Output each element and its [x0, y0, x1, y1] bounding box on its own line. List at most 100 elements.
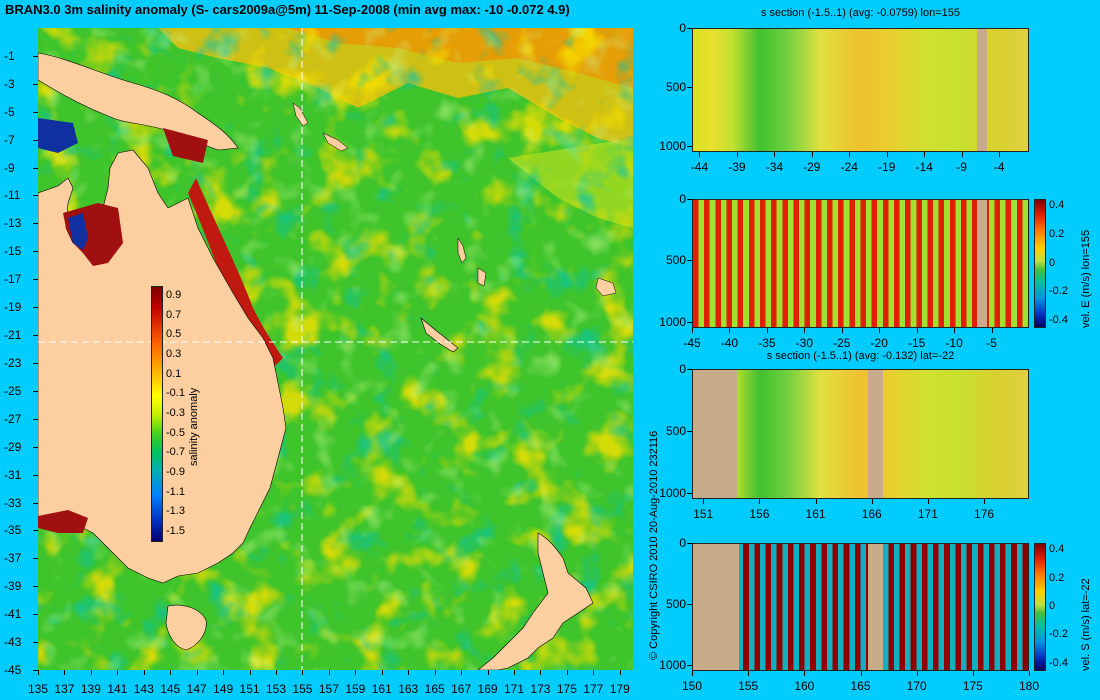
bougainville-land	[292, 102, 309, 127]
map-y-tick	[33, 446, 38, 448]
section-x-tick	[766, 328, 768, 333]
map-y-tick	[33, 670, 38, 671]
map-x-tick-label: 179	[609, 682, 630, 696]
chart-title: BRAN3.0 3m salinity anomaly (S- cars2009…	[5, 2, 570, 17]
map-x-tick-label: 165	[424, 682, 445, 696]
section-x-tick-label: 151	[693, 507, 714, 521]
map-x-tick	[593, 670, 595, 675]
map-colorbar-tick-label: -0.7	[166, 446, 185, 459]
map-colorbar-tick-label: 0.5	[166, 328, 182, 341]
map-y-tick-label: -21	[4, 328, 22, 343]
section-y-tick-label: 500	[665, 596, 686, 611]
section-x-tick-label: -10	[945, 336, 963, 350]
map-y-tick	[33, 111, 38, 113]
map-y-tick-label: -5	[4, 104, 15, 119]
map-svg	[38, 28, 633, 670]
velocity-colorbar-tick-label: -0.4	[1049, 313, 1068, 326]
section-x-tick	[860, 671, 862, 676]
velocity-colorbar-title: vel. E (m/s) lon=155	[1080, 229, 1092, 328]
section-y-tick	[687, 199, 692, 200]
section-y-tick	[687, 321, 692, 323]
section-plot	[692, 199, 1029, 328]
map-x-tick	[223, 670, 225, 675]
section-x-tick-label: -44	[690, 160, 709, 174]
section-land-mask	[693, 544, 739, 670]
map-y-tick-label: -17	[4, 272, 22, 287]
map-y-tick-label: -19	[4, 300, 22, 315]
section-y-tick	[687, 492, 692, 494]
section-x-tick-label: -39	[728, 160, 746, 174]
section-plot	[692, 369, 1029, 499]
map-colorbar-tick-label: 0.9	[166, 288, 182, 301]
map-y-tick	[33, 195, 38, 197]
velocity-colorbar-tick-label: 0.4	[1049, 199, 1065, 212]
section-x-tick	[871, 499, 873, 504]
section-x-tick-label: -4	[993, 160, 1005, 174]
section-y-tick-label: 0	[679, 21, 686, 35]
map-x-tick	[487, 670, 489, 675]
section-x-tick	[999, 152, 1001, 157]
map-colorbar-tick-label: 0.7	[166, 308, 182, 321]
map-y-tick-label: -25	[4, 383, 22, 398]
new-zealand-land	[477, 532, 594, 670]
map-y-tick	[33, 83, 38, 85]
section-x-tick-label: 165	[850, 679, 871, 693]
map-y-tick-label: -29	[4, 439, 22, 454]
map-x-tick-label: 155	[292, 682, 313, 696]
section-x-tick-label: -29	[803, 160, 821, 174]
map-y-tick-label: -7	[4, 132, 15, 147]
velocity-colorbar-tick-label: 0.4	[1049, 543, 1065, 556]
section-land-mask	[977, 29, 987, 151]
section-y-tick	[687, 28, 692, 29]
velocity-colorbar-tick-label: 0	[1049, 600, 1056, 612]
section-x-tick	[984, 499, 986, 504]
salinity-map	[38, 28, 633, 670]
coastal-anomaly-band	[188, 178, 283, 368]
map-y-tick	[33, 614, 38, 616]
gulf-papua-anomaly	[163, 128, 208, 163]
map-x-tick-label: 149	[213, 682, 234, 696]
section-x-tick	[841, 328, 843, 333]
map-y-tick-label: -45	[4, 663, 22, 677]
map-x-tick-label: 175	[556, 682, 577, 696]
section-x-tick	[699, 152, 701, 157]
section-y-tick-label: 0	[679, 536, 686, 550]
map-y-tick	[33, 335, 38, 337]
section-x-tick-label: 166	[861, 507, 882, 521]
section-land-mask	[977, 200, 987, 327]
section-x-tick-label: -40	[720, 336, 739, 350]
new-caledonia-land	[420, 317, 459, 353]
section-x-tick	[1029, 671, 1030, 676]
map-x-tick-label: 167	[451, 682, 472, 696]
map-x-tick-label: 147	[186, 682, 207, 696]
map-y-tick	[33, 223, 38, 225]
map-x-tick	[514, 670, 515, 675]
section-x-tick-label: -30	[795, 336, 813, 350]
section-x-tick-label: -5	[986, 336, 997, 350]
map-y-tick-label: -43	[4, 635, 22, 650]
section-y-tick-label: 0	[679, 362, 686, 376]
map-y-tick	[33, 167, 38, 169]
section-y-tick	[687, 603, 692, 605]
section-x-tick	[804, 328, 806, 333]
section-x-tick	[991, 328, 993, 333]
new-guinea-land	[38, 52, 239, 151]
section-x-tick	[736, 152, 738, 157]
section-y-tick-label: 500	[665, 423, 686, 438]
map-y-tick	[33, 586, 38, 588]
map-y-tick	[33, 362, 38, 364]
section-x-tick-label: -24	[840, 160, 858, 174]
map-x-tick	[328, 670, 330, 675]
map-colorbar-tick-label: -0.1	[166, 387, 185, 400]
section-x-tick-label: 170	[906, 679, 927, 693]
map-x-tick	[143, 670, 145, 675]
map-x-tick-label: 151	[239, 682, 260, 696]
section-x-tick	[916, 328, 918, 333]
map-x-tick	[619, 670, 621, 675]
section-x-tick	[849, 152, 851, 157]
map-x-tick	[461, 670, 463, 675]
fiji-land	[595, 277, 617, 297]
section-y-tick-label: 500	[665, 253, 686, 268]
map-y-tick	[33, 530, 38, 532]
map-y-tick-label: -9	[4, 160, 15, 175]
